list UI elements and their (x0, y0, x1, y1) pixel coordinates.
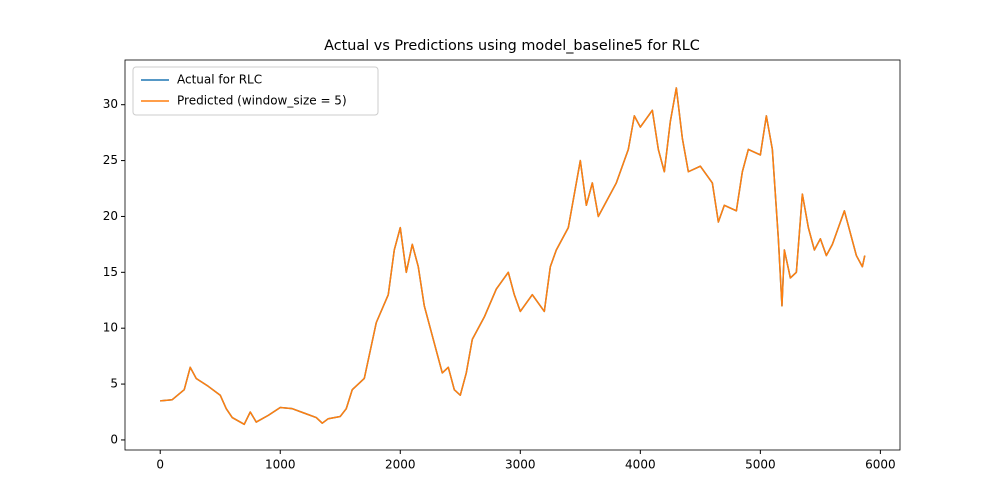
x-tick-label: 6000 (865, 458, 896, 472)
y-tick-label: 10 (103, 321, 118, 335)
x-tick-label: 4000 (625, 458, 656, 472)
legend-label: Predicted (window_size = 5) (177, 94, 347, 108)
line-series (160, 87, 866, 426)
y-tick-label: 0 (110, 432, 118, 446)
x-tick-label: 2000 (385, 458, 416, 472)
y-tick-label: 5 (110, 377, 118, 391)
x-tick-label: 5000 (745, 458, 776, 472)
y-tick-label: 15 (103, 265, 118, 279)
x-tick-label: 3000 (505, 458, 536, 472)
x-tick-label: 0 (156, 458, 164, 472)
y-tick-label: 30 (103, 97, 118, 111)
legend-label: Actual for RLC (177, 73, 262, 87)
x-tick-label: 1000 (265, 458, 296, 472)
chart-title: Actual vs Predictions using model_baseli… (324, 38, 700, 54)
plot-frame (124, 59, 901, 451)
y-tick-label: 25 (103, 153, 118, 167)
legend-box (132, 66, 379, 116)
y-tick-label: 20 (103, 209, 118, 223)
